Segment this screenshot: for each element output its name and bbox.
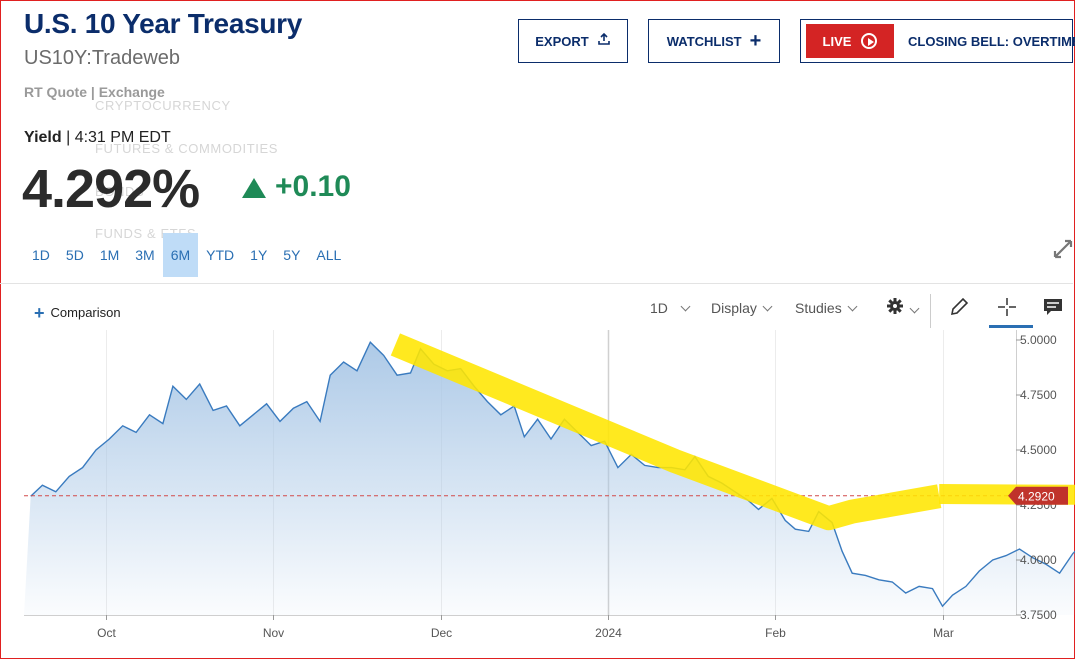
live-label: LIVE — [822, 33, 852, 49]
page-title: U.S. 10 Year Treasury — [24, 8, 303, 39]
range-selector: 1D 5D 1M 3M 6M YTD 1Y 5Y ALL — [24, 233, 349, 277]
x-tick-label: 2024 — [595, 626, 622, 640]
range-all[interactable]: ALL — [316, 247, 342, 263]
ghost-menu-bonds: BONDS — [95, 184, 145, 199]
range-5y[interactable]: 5Y — [283, 247, 301, 263]
chevron-down-icon — [680, 301, 691, 312]
x-tick-label: Feb — [765, 626, 786, 640]
chevron-down-icon — [847, 301, 858, 312]
header-divider — [0, 283, 1073, 284]
ghost-menu-futures: FUTURES & COMMODITIES — [95, 141, 279, 156]
comparison-button[interactable]: + Comparison — [34, 303, 121, 324]
export-button[interactable]: EXPORT — [518, 19, 628, 63]
range-1d[interactable]: 1D — [32, 247, 50, 263]
x-tick-label: Nov — [263, 626, 284, 640]
watchlist-button[interactable]: WATCHLIST + — [648, 19, 780, 63]
watchlist-label: WATCHLIST — [666, 33, 742, 49]
range-ytd[interactable]: YTD — [206, 247, 235, 263]
display-menu[interactable]: Display — [711, 300, 773, 316]
yield-change: +0.10 — [275, 170, 351, 203]
y-tick-label: 5.0000 — [1020, 333, 1057, 347]
yield-text: Yield — [24, 129, 62, 146]
settings-menu[interactable] — [886, 297, 920, 318]
x-tick-label: Dec — [431, 626, 452, 640]
toolbar-separator — [930, 294, 931, 328]
chevron-down-icon — [762, 301, 773, 312]
play-icon — [861, 33, 878, 49]
live-banner[interactable]: LIVE CLOSING BELL: OVERTIME — [800, 19, 1075, 63]
crosshair-active-indicator — [989, 325, 1033, 328]
comment-icon[interactable] — [1042, 297, 1064, 320]
pencil-icon[interactable] — [948, 296, 970, 321]
export-label: EXPORT — [535, 33, 589, 49]
chevron-down-icon — [909, 303, 920, 314]
rt-quote-label: RT Quote | Exchange — [24, 84, 165, 100]
x-axis: Oct Nov Dec 2024 Feb Mar — [97, 615, 954, 640]
gear-icon — [887, 298, 903, 314]
quote-time: 4:31 PM EDT — [74, 129, 171, 146]
plus-icon: + — [34, 303, 45, 323]
crosshair-icon[interactable] — [997, 297, 1017, 320]
range-1y[interactable]: 1Y — [250, 247, 268, 263]
up-arrow-icon — [242, 178, 266, 198]
yield-price: 4.292% — [22, 159, 200, 219]
current-value-marker: 4.2920 — [1008, 486, 1068, 505]
studies-label: Studies — [795, 300, 842, 316]
x-tick-label: Mar — [933, 626, 954, 640]
highlight-annotation — [390, 333, 1075, 531]
yield-line — [30, 341, 1075, 608]
yield-label: Yield | 4:31 PM EDT — [24, 129, 171, 146]
y-tick-label: 4.7500 — [1020, 388, 1057, 402]
studies-menu[interactable]: Studies — [795, 300, 858, 316]
range-6m[interactable]: 6M — [162, 233, 199, 277]
range-3m[interactable]: 3M — [135, 247, 155, 263]
expand-icon[interactable] — [1052, 238, 1074, 266]
live-button[interactable]: LIVE — [806, 24, 894, 58]
interval-value: 1D — [650, 300, 668, 316]
range-1m[interactable]: 1M — [99, 247, 120, 263]
symbol-subtitle: US10Y:Tradeweb — [24, 47, 181, 69]
y-tick-label: 4.0000 — [1020, 553, 1057, 567]
yield-area — [24, 342, 1075, 615]
y-tick-label: 3.7500 — [1020, 608, 1057, 622]
upload-icon — [597, 32, 611, 51]
range-5d[interactable]: 5D — [65, 247, 84, 263]
ghost-menu-crypto: CRYPTOCURRENCY — [95, 98, 231, 113]
current-value-label: 4.2920 — [1018, 489, 1055, 503]
y-tick-label: 4.5000 — [1020, 443, 1057, 457]
display-label: Display — [711, 300, 757, 316]
comparison-label: Comparison — [50, 305, 121, 320]
closing-bell-link[interactable]: CLOSING BELL: OVERTIME — [908, 34, 1075, 49]
interval-select[interactable]: 1D — [650, 300, 691, 316]
plus-icon: + — [749, 29, 762, 52]
x-tick-label: Oct — [97, 626, 116, 640]
